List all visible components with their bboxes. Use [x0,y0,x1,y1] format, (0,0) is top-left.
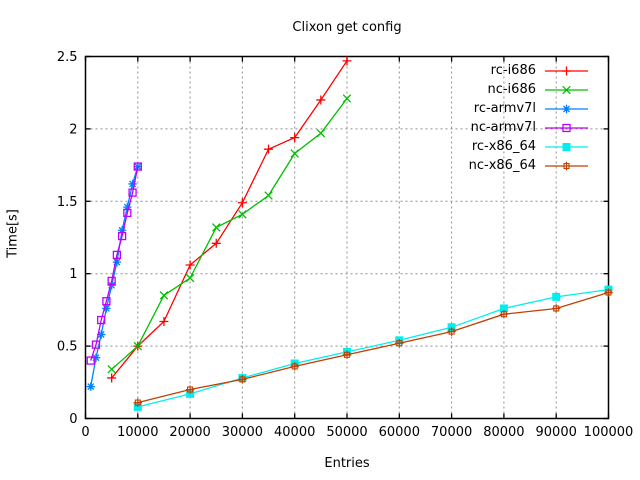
x-tick-label: 100000 [584,425,634,440]
legend-item-rc-i686: rc-i686 [469,61,589,80]
axis-ticks [84,55,610,420]
legend-item-nc-x86_64: nc-x86_64 [469,156,589,175]
x-tick-label: 0 [81,425,89,440]
series-rc-i686 [107,56,352,383]
x-tick-label: 60000 [379,425,420,440]
legend-item-nc-armv7l: nc-armv7l [469,118,589,137]
chart-title: Clixon get config [292,20,402,35]
y-tick-label: 2 [69,122,77,137]
y-tick-label: 1 [69,267,77,282]
x-tick-label: 90000 [536,425,577,440]
grid [85,56,609,419]
x-tick-labels: 0 10000 20000 30000 40000 50000 60000 70000 8000… [81,425,633,440]
legend-item-rc-armv7l: rc-armv7l [469,99,589,118]
x-tick-label: 30000 [222,425,263,440]
x-tick-label: 10000 [117,425,158,440]
legend-sample-nc-armv7l [545,123,588,132]
y-tick-label: 0 [69,412,77,427]
legend-label: rc-x86_64 [471,139,536,154]
legend-sample-nc-x86_64 [545,161,588,170]
legend-sample-nc-i686 [545,85,588,94]
x-tick-label: 80000 [483,425,524,440]
series-rc-x86_64 [133,285,613,411]
legend-label: nc-armv7l [470,120,536,135]
series-nc-x86_64 [133,288,613,407]
legend-label: nc-x86_64 [468,158,536,173]
x-tick-label: 50000 [326,425,367,440]
legend-sample-rc-armv7l [545,104,588,113]
y-tick-label: 0.5 [57,340,78,355]
legend-item-nc-i686: nc-i686 [469,80,589,99]
legend-sample-rc-i686 [545,66,588,75]
x-tick-label: 70000 [431,425,472,440]
legend-item-rc-x86_64: rc-x86_64 [469,137,589,156]
legend-label: rc-armv7l [473,101,536,116]
x-tick-label: 20000 [169,425,210,440]
y-tick-label: 1.5 [57,195,78,210]
legend-label: nc-i686 [487,82,536,97]
y-tick-label: 2.5 [57,50,78,65]
series-nc-armv7l [86,162,142,365]
x-axis-label: Entries [324,456,370,471]
legend-sample-rc-x86_64 [545,142,588,151]
legend-label: rc-i686 [490,63,536,78]
y-tick-labels: 0 0.5 1 1.5 2 2.5 [57,50,78,427]
x-tick-label: 40000 [274,425,315,440]
series-nc-i686 [107,94,352,374]
legend: rc-i686 nc-i686 rc-armv7l nc-armv7l rc-x… [469,61,589,175]
